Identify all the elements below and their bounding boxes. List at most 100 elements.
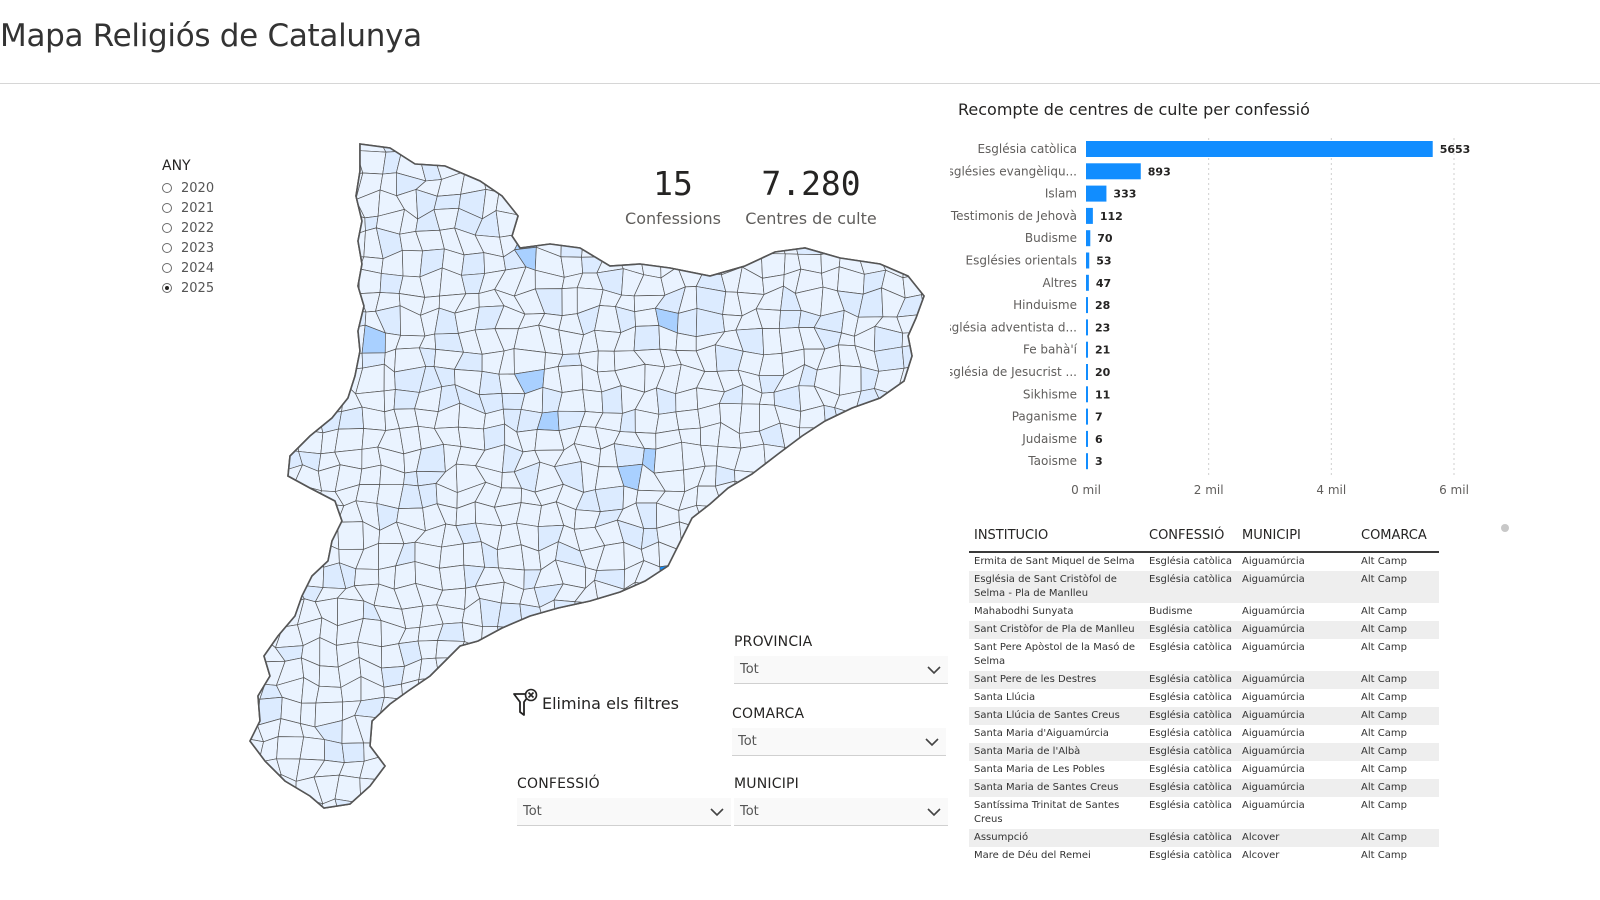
municipality-polygon[interactable] [274, 367, 301, 389]
municipality-polygon[interactable] [839, 365, 862, 396]
municipality-polygon[interactable] [780, 546, 803, 566]
municipality-polygon[interactable] [693, 719, 724, 742]
municipality-polygon[interactable] [240, 755, 260, 784]
bar[interactable] [1086, 408, 1088, 425]
municipality-polygon[interactable] [319, 369, 346, 392]
municipality-polygon[interactable] [240, 173, 267, 195]
municipality-polygon[interactable] [240, 601, 262, 626]
municipality-polygon[interactable] [697, 528, 726, 550]
municipality-polygon[interactable] [573, 739, 606, 759]
municipality-polygon[interactable] [853, 443, 880, 470]
municipality-polygon[interactable] [935, 523, 960, 550]
municipality-polygon[interactable] [240, 624, 264, 640]
municipality-polygon[interactable] [682, 543, 706, 566]
municipality-polygon[interactable] [358, 268, 382, 294]
municipality-polygon[interactable] [299, 736, 326, 761]
municipality-polygon[interactable] [775, 599, 801, 623]
municipality-polygon[interactable] [437, 677, 465, 698]
municipality-polygon[interactable] [654, 637, 685, 661]
municipality-polygon[interactable] [318, 383, 346, 415]
municipality-polygon[interactable] [499, 152, 524, 181]
municipality-polygon[interactable] [876, 444, 906, 469]
municipality-polygon[interactable] [884, 509, 903, 533]
municipality-polygon[interactable] [298, 539, 325, 568]
municipality-polygon[interactable] [278, 306, 303, 333]
municipality-polygon[interactable] [634, 582, 663, 608]
municipality-polygon[interactable] [740, 753, 765, 779]
municipality-polygon[interactable] [760, 564, 786, 587]
municipality-polygon[interactable] [283, 559, 300, 588]
municipality-polygon[interactable] [735, 136, 763, 162]
municipality-polygon[interactable] [275, 328, 307, 352]
municipality-polygon[interactable] [314, 153, 339, 177]
municipality-polygon[interactable] [461, 252, 486, 276]
municipality-polygon[interactable] [494, 793, 520, 819]
table-scrollbar[interactable] [1501, 524, 1509, 532]
municipality-polygon[interactable] [522, 617, 544, 649]
municipality-polygon[interactable] [700, 657, 725, 688]
confessio-dropdown[interactable]: Tot [517, 798, 731, 826]
municipality-polygon[interactable] [676, 307, 698, 338]
municipality-polygon[interactable] [240, 637, 264, 663]
municipality-polygon[interactable] [259, 566, 287, 588]
table-row[interactable]: Santíssima Trinitat de Santes Creus Esglé… [969, 797, 1439, 829]
municipality-polygon[interactable] [474, 698, 503, 721]
municipality-polygon[interactable] [756, 490, 786, 505]
municipality-polygon[interactable] [699, 249, 723, 276]
municipality-polygon[interactable] [615, 606, 639, 630]
municipality-polygon[interactable] [835, 451, 856, 470]
municipality-polygon[interactable] [796, 136, 819, 160]
municipality-polygon[interactable] [535, 189, 563, 210]
municipality-polygon[interactable] [614, 657, 646, 686]
municipality-polygon[interactable] [615, 617, 647, 646]
municipality-polygon[interactable] [240, 212, 265, 231]
municipality-polygon[interactable] [296, 227, 325, 258]
municipality-polygon[interactable] [916, 432, 945, 448]
municipality-polygon[interactable] [259, 289, 280, 318]
municipality-polygon[interactable] [240, 423, 267, 446]
municipality-polygon[interactable] [513, 149, 541, 181]
municipality-polygon[interactable] [240, 659, 266, 687]
municipality-polygon[interactable] [820, 541, 843, 563]
municipality-polygon[interactable] [918, 582, 945, 610]
municipality-polygon[interactable] [573, 717, 606, 743]
municipality-polygon[interactable] [896, 385, 925, 416]
municipality-polygon[interactable] [296, 173, 326, 194]
municipality-polygon[interactable] [259, 444, 284, 473]
municipality-polygon[interactable] [556, 197, 585, 216]
table-row[interactable]: Santa Llúcia de Santes Creus Església cat… [969, 707, 1439, 725]
municipality-polygon[interactable] [256, 539, 285, 571]
municipality-polygon[interactable] [297, 520, 318, 547]
municipality-polygon[interactable] [676, 625, 697, 641]
municipality-polygon[interactable] [833, 501, 859, 532]
municipality-polygon[interactable] [242, 371, 262, 394]
municipality-polygon[interactable] [918, 229, 939, 252]
radio-icon[interactable] [162, 263, 172, 273]
municipality-polygon[interactable] [535, 207, 562, 240]
municipality-polygon[interactable] [464, 159, 486, 172]
municipality-polygon[interactable] [935, 508, 960, 524]
municipality-polygon[interactable] [254, 271, 280, 297]
municipality-polygon[interactable] [882, 409, 907, 427]
table-row[interactable]: Sant Pere Apòstol de la Masó de Selma Esg… [969, 639, 1439, 671]
year-option-2021[interactable]: 2021 [162, 198, 214, 218]
municipality-polygon[interactable] [738, 403, 760, 434]
year-option-2024[interactable]: 2024 [162, 258, 214, 278]
municipality-polygon[interactable] [820, 227, 844, 256]
municipality-polygon[interactable] [594, 485, 625, 513]
municipality-polygon[interactable] [401, 250, 423, 278]
municipality-polygon[interactable] [641, 644, 662, 662]
municipality-polygon[interactable] [515, 656, 546, 685]
municipality-polygon[interactable] [904, 461, 924, 490]
municipality-polygon[interactable] [240, 579, 265, 610]
municipality-polygon[interactable] [464, 821, 484, 836]
municipality-polygon[interactable] [354, 568, 380, 587]
municipality-polygon[interactable] [775, 465, 802, 493]
municipality-polygon[interactable] [314, 137, 343, 160]
municipality-polygon[interactable] [777, 488, 802, 509]
municipality-polygon[interactable] [581, 234, 605, 258]
municipality-polygon[interactable] [474, 797, 500, 821]
municipality-polygon[interactable] [874, 547, 905, 560]
municipality-polygon[interactable] [536, 735, 560, 765]
municipality-polygon[interactable] [677, 637, 702, 668]
